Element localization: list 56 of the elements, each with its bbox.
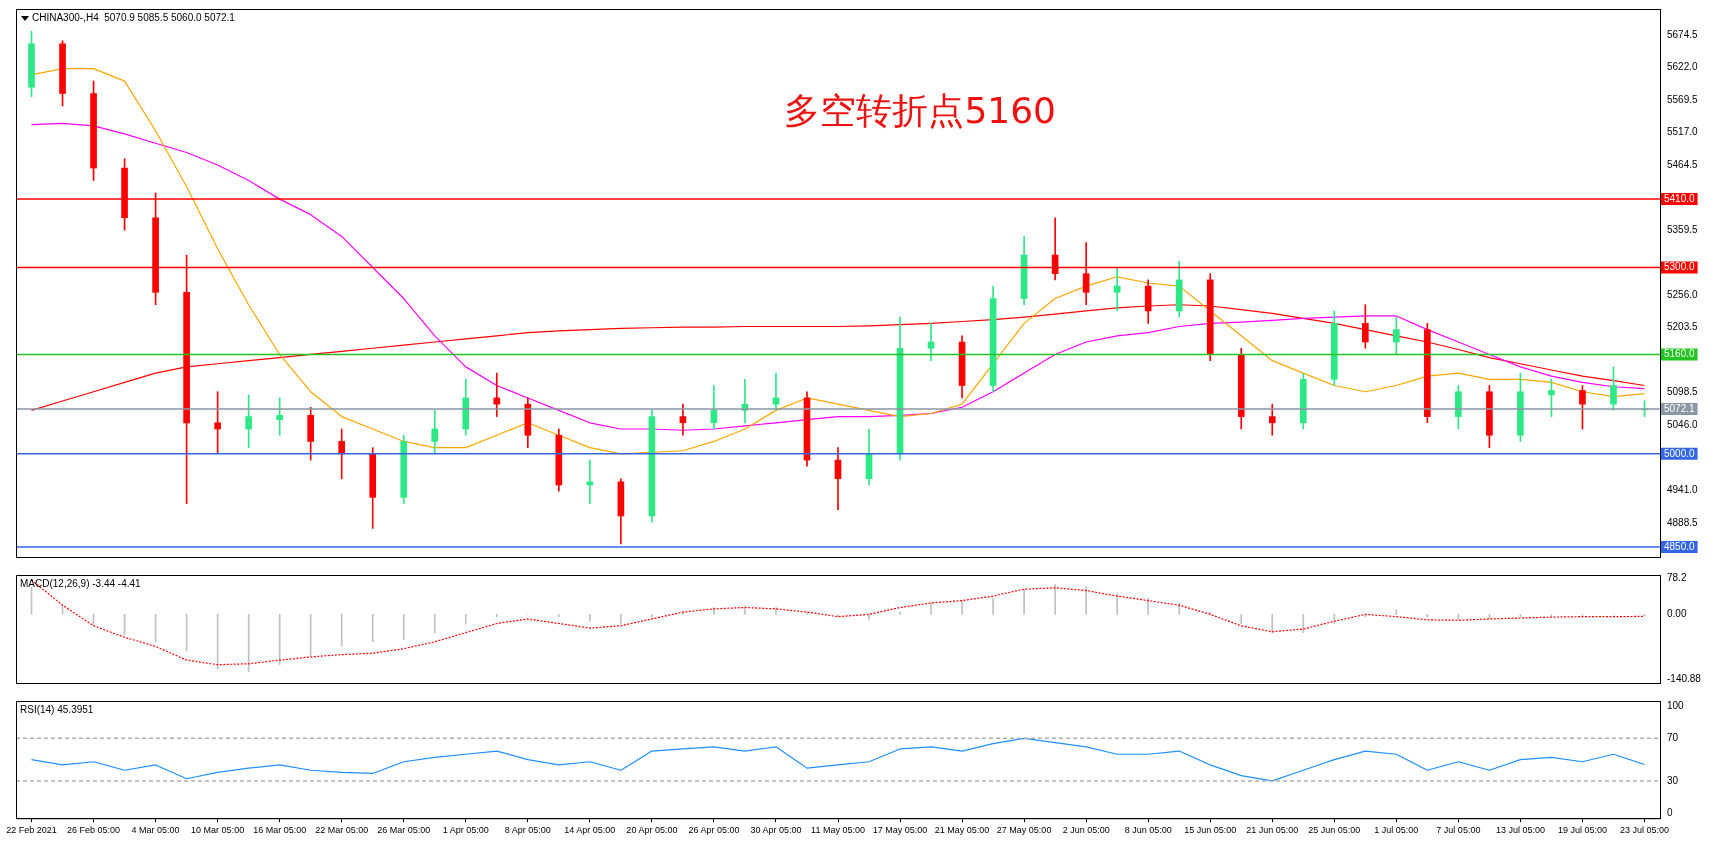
y-tick-label: 0.00 [1667, 608, 1687, 620]
y-tick-label: 4888.5 [1667, 516, 1699, 528]
x-tick-label: 21 May 05:00 [934, 825, 990, 836]
y-tick-label: 5674.5 [1667, 28, 1699, 40]
chart-title: MACD(12,26,9) -3.44 -4.41 [20, 577, 142, 589]
x-tick-label: 7 Jul 05:00 [1436, 825, 1481, 836]
x-tick-label: 17 May 05:00 [872, 825, 928, 836]
x-tick-label: 26 Feb 05:00 [67, 825, 121, 836]
x-tick-label: 27 May 05:00 [996, 825, 1052, 836]
x-tick-label: 25 Jun 05:00 [1308, 825, 1361, 836]
y-tick-label: -140.88 [1667, 672, 1702, 684]
x-tick-label: 16 Mar 05:00 [253, 825, 307, 836]
x-tick-label: 14 Apr 05:00 [564, 825, 616, 836]
y-tick-label: 5517.0 [1667, 126, 1699, 138]
y-tick-label: 78.2 [1667, 572, 1687, 584]
x-tick-label: 19 Jul 05:00 [1557, 825, 1607, 836]
x-tick-label: 8 Apr 05:00 [504, 825, 551, 836]
y-tick-label: 5464.5 [1667, 159, 1699, 171]
x-tick-label: 21 Jun 05:00 [1246, 825, 1299, 836]
ref-line-label: 5000.0 [1664, 447, 1696, 459]
x-tick-label: 13 Jul 05:00 [1495, 825, 1545, 836]
y-tick-label: 100 [1667, 700, 1685, 712]
y-tick-label: 5098.5 [1667, 386, 1699, 398]
y-tick-label: 4941.0 [1667, 484, 1699, 496]
ref-line-label: 5410.0 [1664, 192, 1696, 204]
x-tick-label: 11 May 05:00 [811, 825, 865, 836]
x-tick-label: 26 Mar 05:00 [377, 825, 431, 836]
x-tick-label: 10 Mar 05:00 [191, 825, 245, 836]
y-tick-label: 30 [1667, 774, 1679, 786]
x-tick-label: 2 Jun 05:00 [1062, 825, 1110, 836]
ref-line-label: 5300.0 [1664, 261, 1696, 273]
ref-line-label: 4850.0 [1664, 540, 1696, 552]
x-tick-label: 22 Mar 05:00 [315, 825, 369, 836]
x-tick-label: 15 Jun 05:00 [1184, 825, 1237, 836]
y-tick-label: 5359.5 [1667, 224, 1699, 236]
x-tick-label: 30 Apr 05:00 [750, 825, 802, 836]
annotation: 多空转折点5160 [784, 90, 1057, 132]
ref-line-label: 5072.1 [1664, 402, 1696, 414]
x-tick-label: 8 Jun 05:00 [1124, 825, 1172, 836]
y-tick-label: 5203.5 [1667, 321, 1699, 333]
chart-title: RSI(14) 45.3951 [20, 703, 94, 715]
y-tick-label: 5046.0 [1667, 419, 1699, 431]
y-tick-label: 70 [1667, 732, 1679, 744]
x-tick-label: 22 Feb 2021 [6, 825, 57, 836]
ref-line-label: 5160.0 [1664, 348, 1696, 360]
y-tick-label: 5569.5 [1667, 93, 1699, 105]
chart-title: CHINA300-,H4 5070.9 5085.5 5060.0 5072.1 [32, 11, 236, 23]
y-tick-label: 0 [1667, 806, 1673, 818]
y-tick-label: 5622.0 [1667, 61, 1699, 73]
x-tick-label: 1 Jul 05:00 [1374, 825, 1419, 836]
x-tick-label: 1 Apr 05:00 [442, 825, 489, 836]
x-tick-label: 4 Mar 05:00 [131, 825, 180, 836]
x-tick-label: 20 Apr 05:00 [626, 825, 678, 836]
x-tick-label: 23 Jul 05:00 [1619, 825, 1670, 836]
x-tick-label: 26 Apr 05:00 [688, 825, 740, 836]
y-tick-label: 5256.0 [1667, 288, 1699, 300]
